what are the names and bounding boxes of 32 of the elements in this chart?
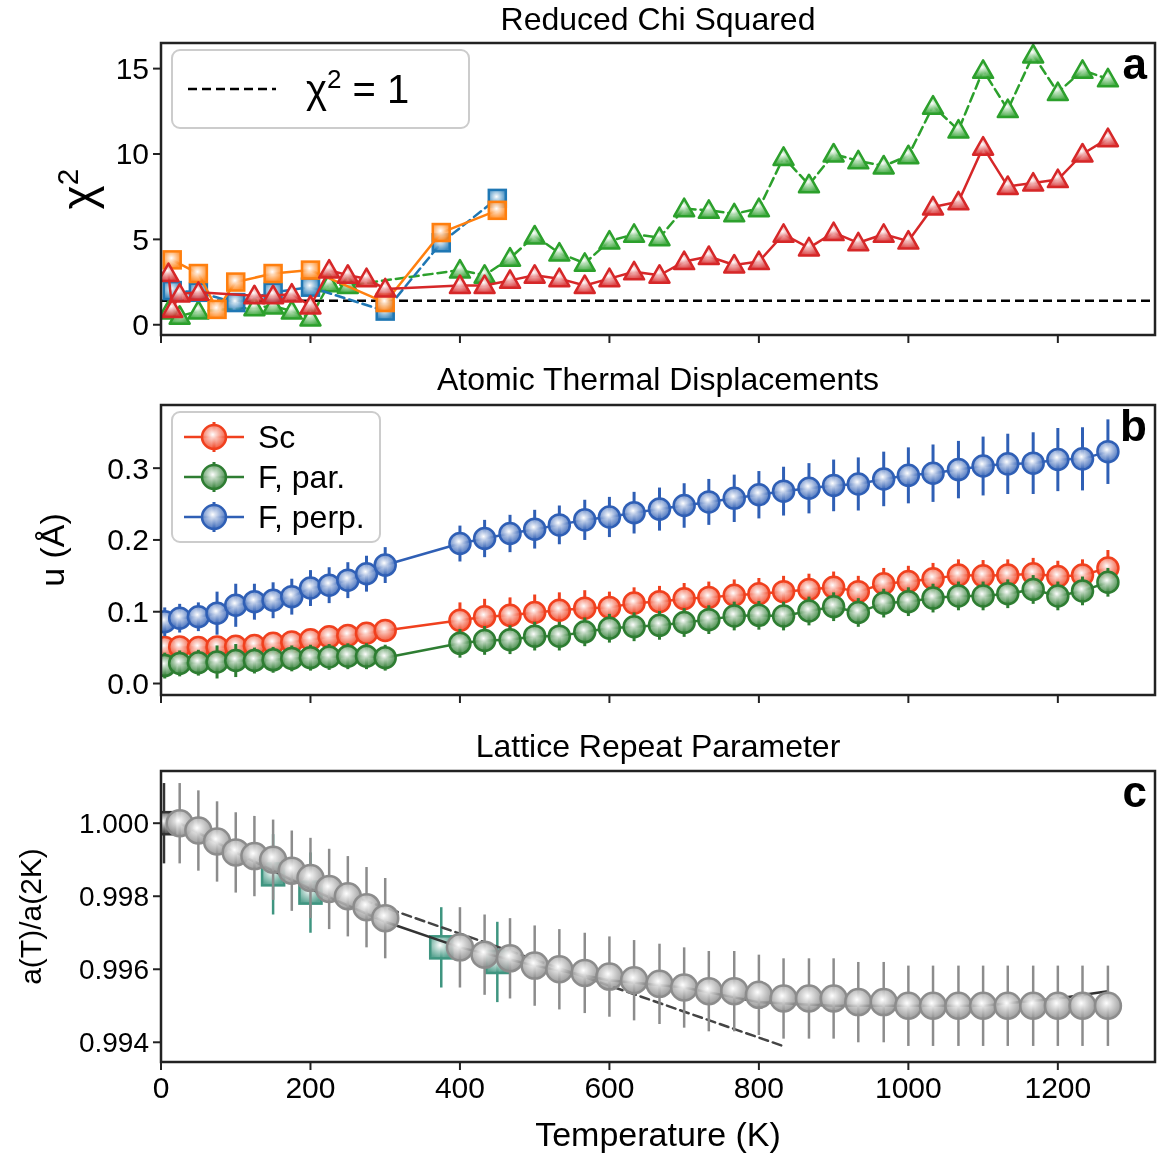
x-tick-label: 200 xyxy=(285,1071,336,1104)
y-tick-label: 5 xyxy=(132,222,149,256)
y-axis-title: u (Å) xyxy=(32,513,71,587)
annotation: c xyxy=(1122,767,1147,816)
x-tick-label: 600 xyxy=(584,1071,635,1104)
y-tick-label: 0.3 xyxy=(107,451,149,485)
x-tick-label: 800 xyxy=(733,1071,784,1104)
y-tick-label: 1.000 xyxy=(78,808,149,840)
y-axis-title: a(T)/a(2K) xyxy=(13,848,47,985)
y-tick-label: 0 xyxy=(132,308,149,342)
y-tick-label: 0.994 xyxy=(78,1027,149,1059)
chart-title: Atomic Thermal Displacements xyxy=(436,361,880,397)
x-tick-label: 0 xyxy=(152,1071,170,1104)
y-tick-label: 0.0 xyxy=(107,667,149,701)
chart-title: Lattice Repeat Parameter xyxy=(475,728,841,764)
y-tick-label: 0.996 xyxy=(78,954,149,986)
y-tick-label: 0.2 xyxy=(107,523,149,557)
legend-label: χ$^{2}$ = 1 xyxy=(306,64,410,111)
legend-label: Sc xyxy=(258,419,296,456)
chart-title: Reduced Chi Squared xyxy=(500,1,816,37)
legend-label: F, par. xyxy=(258,459,346,496)
x-tick-label: 1000 xyxy=(874,1071,942,1104)
x-tick-label: 1200 xyxy=(1024,1071,1092,1104)
legend-label: F, perp. xyxy=(258,499,365,536)
x-axis-title: Temperature (K) xyxy=(535,1115,781,1153)
x-tick-label: 400 xyxy=(434,1071,485,1104)
y-tick-label: 15 xyxy=(115,52,149,86)
y-tick-label: 10 xyxy=(115,137,149,171)
y-tick-label: 0.1 xyxy=(107,595,149,629)
annotation: b xyxy=(1120,401,1147,450)
annotation: a xyxy=(1122,39,1148,88)
y-tick-label: 0.998 xyxy=(78,881,149,913)
